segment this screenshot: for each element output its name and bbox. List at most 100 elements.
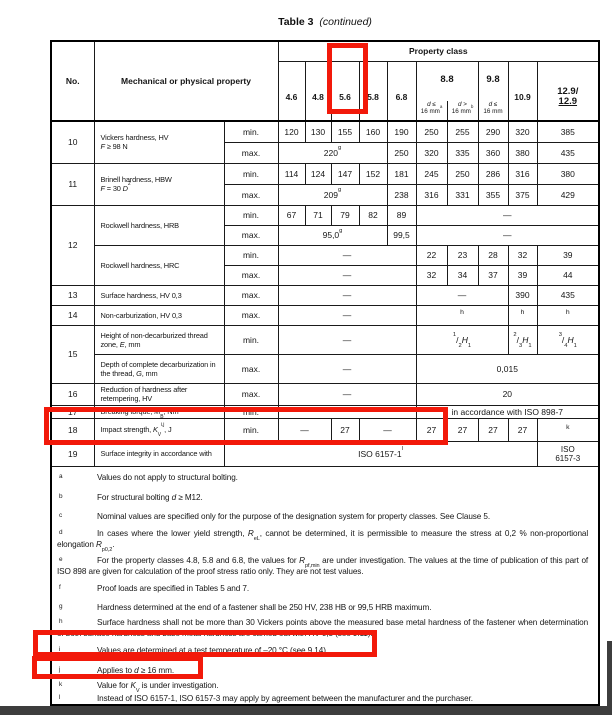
row-label-retempering: Reduction of hardness after retempering,…	[93, 382, 225, 406]
value-cell: 39	[536, 244, 600, 266]
label-line: Brinell hardness, HBW	[100, 175, 172, 184]
label-line: F = 30 D2	[100, 181, 131, 193]
value-cell: 124	[304, 162, 332, 185]
subheader-9.8-d-le-16: d ≤ 16 mm	[483, 100, 503, 116]
highlight-box-footnote-j	[32, 656, 203, 679]
row-no: 12	[50, 204, 95, 286]
footnote-letter: j	[59, 665, 61, 673]
footnote-text: Proof loads are specified in Tables 5 an…	[97, 583, 250, 593]
value-cell: 360	[477, 141, 509, 164]
table-title-label: Table 3	[278, 16, 314, 28]
dash-cell: —	[277, 417, 332, 442]
footnote-text: Values are determined at a test temperat…	[97, 645, 329, 655]
row-label-non-carburization: Non-carburization, HV 0,3	[93, 304, 225, 326]
footnote-text: For structural bolting d ≥ M12.	[97, 492, 203, 502]
value-cell: 375	[507, 183, 538, 206]
value-cell: 44	[536, 264, 600, 286]
table-title: Table 3 (continued)	[50, 16, 600, 28]
value-cell: 32	[507, 244, 538, 266]
value-cell: 380	[536, 162, 600, 185]
value-cell: 130	[304, 120, 332, 143]
value-cell: 27	[446, 417, 479, 442]
class-col-10.9: 10.9	[507, 60, 538, 122]
value-cell: 435	[536, 141, 600, 164]
minmax-label: max.	[223, 141, 279, 164]
minmax-label: min.	[223, 244, 279, 266]
footnote-f: f Proof loads are specified in Tables 5 a…	[57, 583, 588, 594]
value-cell: ISO 6157-3	[536, 440, 600, 467]
footnote-a: a Values do not apply to structural bolti…	[57, 472, 588, 483]
minmax-label: max.	[223, 353, 279, 384]
minmax-label: min.	[223, 120, 279, 143]
value-cell: 3/4H1	[536, 324, 600, 355]
row-label-decarburization-depth: Depth of complete decarburization in the…	[93, 353, 225, 384]
value-cell: 390	[507, 284, 538, 306]
row-no: 15	[50, 324, 95, 384]
value-cell: 23	[446, 244, 479, 266]
minmax-label: max.	[223, 224, 279, 246]
value-cell: 385	[536, 120, 600, 143]
footnote-letter: d	[59, 528, 63, 536]
value-cell: 28	[477, 244, 509, 266]
dash-cell: —	[415, 224, 600, 246]
value-span-cell: 0,015	[415, 353, 600, 384]
minmax-label: min.	[223, 204, 279, 226]
value-cell: 255	[446, 120, 479, 143]
value-cell: 79	[330, 204, 360, 226]
footnote-text: Hardness determined at the end of a fast…	[97, 602, 432, 612]
minmax-label: max.	[223, 382, 279, 406]
value-cell: 39	[507, 264, 538, 286]
footnotes-section: a Values do not apply to structural bolti…	[50, 465, 600, 705]
row-no: 11	[50, 162, 95, 206]
class-label-9.8: 9.8	[486, 73, 500, 85]
value-cell: 238	[386, 183, 417, 206]
row-no: 16	[50, 382, 95, 406]
row-no: 18	[50, 417, 95, 442]
footnote-ref-cell: h	[507, 304, 538, 326]
value-cell: 34	[446, 264, 479, 286]
value-cell: 89	[386, 204, 417, 226]
footnote-l: l Instead of ISO 6157-1, ISO 6157-3 may a…	[57, 693, 588, 704]
footnote-text: Nominal values are specified only for th…	[97, 511, 491, 521]
value-cell: 114	[277, 162, 306, 185]
dash-cell: —	[277, 324, 417, 355]
footnote-letter: f	[59, 583, 61, 591]
minmax-label: max.	[223, 264, 279, 286]
footnote-text: Instead of ISO 6157-1, ISO 6157-3 may ap…	[97, 693, 473, 703]
value-cell: 331	[446, 183, 479, 206]
footnote-d: d In cases where the lower yield strength…	[57, 528, 588, 553]
value-cell: 429	[536, 183, 600, 206]
highlight-box-impact-strength-row	[44, 407, 448, 445]
value-cell: 152	[358, 162, 388, 185]
dash-cell: —	[415, 204, 600, 226]
footnote-letter: e	[59, 555, 63, 563]
footnote-letter: a	[59, 472, 63, 480]
value-cell: 27	[507, 417, 538, 442]
value-cell: 2/3H1	[507, 324, 538, 355]
mechanical-properties-table: No. Mechanical or physical property Prop…	[50, 40, 601, 706]
value-cell: 120	[277, 120, 306, 143]
value-cell: 316	[415, 183, 448, 206]
value-cell: 250	[446, 162, 479, 185]
value-cell: 250	[415, 120, 448, 143]
row-no: 13	[50, 284, 95, 306]
row-label-vickers: Vickers hardness, HV F ≥ 98 N	[93, 120, 225, 164]
value-cell: 147	[330, 162, 360, 185]
value-cell: 32	[415, 264, 448, 286]
footnote-text: Value for KV is under investigation.	[97, 680, 219, 695]
row-label-brinell: Brinell hardness, HBW F = 30 D2	[93, 162, 225, 206]
row-label-hrc: Rockwell hardness, HRC	[93, 244, 225, 286]
value-cell: 99,5	[386, 224, 417, 246]
footnote-ref-cell: k	[536, 417, 600, 442]
value-span-cell: 20	[415, 382, 600, 406]
value-cell: 290	[477, 120, 509, 143]
footnote-b: b For structural bolting d ≥ M12.	[57, 492, 588, 503]
footnote-j: j Applies to d ≥ 16 mm.	[57, 665, 588, 676]
label-line: Vickers hardness, HV	[100, 133, 169, 143]
footnote-letter: l	[59, 693, 61, 701]
right-dark-strip	[607, 641, 612, 715]
class-col-8.8: 8.8 d ≤ 16 mma d > 16 mmb	[415, 60, 479, 122]
footnote-e: e For the property classes 4.8, 5.8 and 6…	[57, 555, 588, 577]
value-cell: 435	[536, 284, 600, 306]
row-label-hrb: Rockwell hardness, HRB	[93, 204, 225, 246]
